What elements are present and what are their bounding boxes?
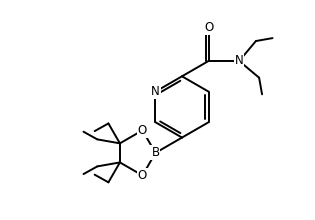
Text: B: B <box>152 146 159 159</box>
Text: O: O <box>138 169 147 182</box>
Text: O: O <box>204 21 213 34</box>
Text: O: O <box>138 124 147 137</box>
Text: N: N <box>235 55 243 68</box>
Text: N: N <box>151 85 160 98</box>
